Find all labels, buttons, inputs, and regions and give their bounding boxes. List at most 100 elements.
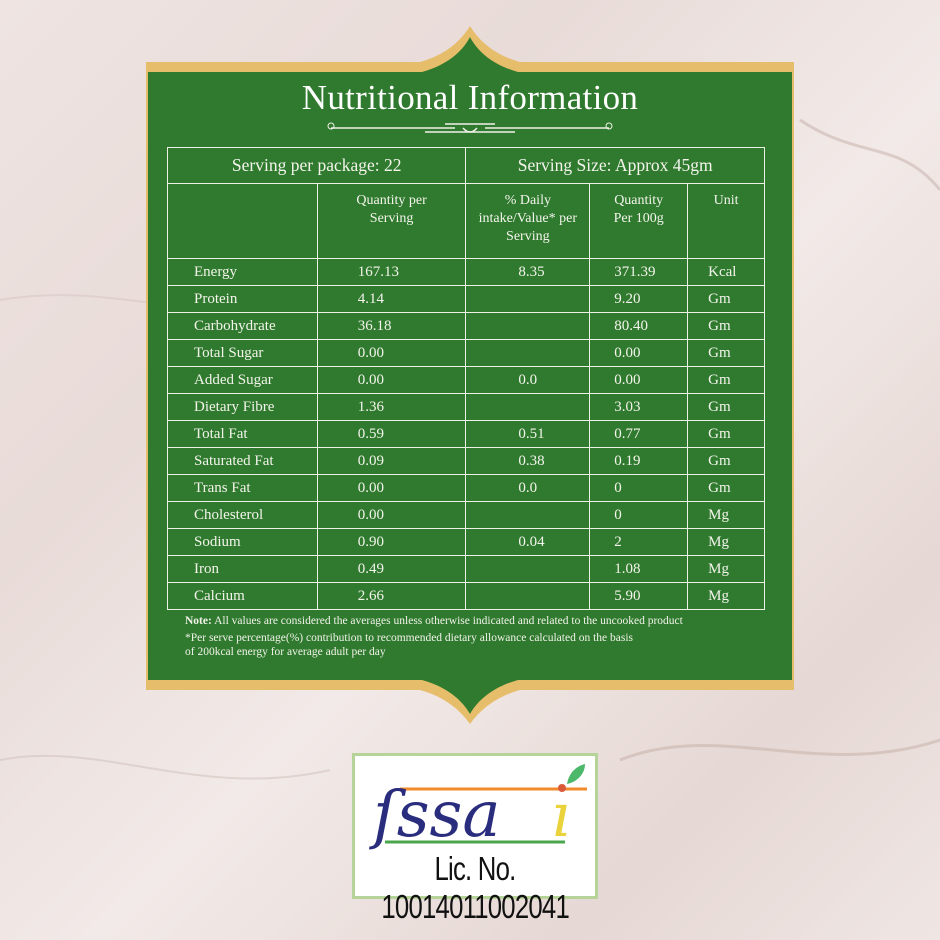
nutrient-name: Protein	[167, 285, 318, 313]
qty-per-100g: 80.40	[589, 312, 689, 340]
unit: Mg	[687, 582, 765, 610]
daily-value	[465, 393, 591, 421]
nutrient-name: Added Sugar	[167, 366, 318, 394]
daily-value	[465, 555, 591, 583]
qty-per-serving: 0.90	[316, 528, 467, 556]
daily-value: 0.0	[465, 366, 591, 394]
qty-per-serving: 0.00	[316, 339, 467, 367]
unit: Gm	[687, 420, 765, 448]
nutrient-name: Iron	[167, 555, 318, 583]
unit: Gm	[687, 312, 765, 340]
table-row: Carbohydrate 36.18 80.40 Gm	[167, 312, 765, 340]
qty-per-100g: 2	[589, 528, 689, 556]
table-row: Total Fat 0.59 0.51 0.77 Gm	[167, 420, 765, 448]
daily-value	[465, 501, 591, 529]
table-row: Protein 4.14 9.20 Gm	[167, 285, 765, 313]
nutrient-name: Carbohydrate	[167, 312, 318, 340]
table-row: Iron 0.49 1.08 Mg	[167, 555, 765, 583]
daily-value	[465, 582, 591, 610]
nutrient-name: Dietary Fibre	[167, 393, 318, 421]
daily-value	[465, 312, 591, 340]
qty-per-100g: 9.20	[589, 285, 689, 313]
daily-value	[465, 339, 591, 367]
unit: Gm	[687, 366, 765, 394]
daily-value: 0.38	[465, 447, 591, 475]
header-unit: Unit	[687, 183, 765, 259]
unit: Gm	[687, 339, 765, 367]
qty-per-100g: 0.19	[589, 447, 689, 475]
daily-value: 8.35	[465, 258, 591, 286]
qty-per-serving: 1.36	[316, 393, 467, 421]
qty-per-100g: 3.03	[589, 393, 689, 421]
unit: Gm	[687, 447, 765, 475]
header-qty-100g: Quantity Per 100g	[589, 183, 689, 259]
qty-per-serving: 0.59	[316, 420, 467, 448]
qty-per-100g: 371.39	[589, 258, 689, 286]
footnote-line-1: *Per serve percentage(%) contribution to…	[185, 632, 633, 644]
table-row: Added Sugar 0.00 0.0 0.00 Gm	[167, 366, 765, 394]
header-nutrient	[167, 183, 318, 259]
ornament-divider-icon	[327, 122, 613, 133]
header-daily-value: % Daily intake/Value* per Serving	[465, 183, 591, 259]
column-headers: Quantity per Serving % Daily intake/Valu…	[167, 183, 765, 259]
unit: Gm	[687, 393, 765, 421]
serving-size: Serving Size: Approx 45gm	[465, 147, 765, 184]
serving-row: Serving per package: 22 Serving Size: Ap…	[166, 147, 765, 184]
unit: Mg	[687, 501, 765, 529]
qty-per-serving: 0.00	[316, 366, 467, 394]
nutrient-name: Total Sugar	[167, 339, 318, 367]
qty-per-serving: 4.14	[316, 285, 467, 313]
daily-value: 0.51	[465, 420, 591, 448]
unit: Gm	[687, 285, 765, 313]
table-row: Total Sugar 0.00 0.00 Gm	[167, 339, 765, 367]
qty-per-100g: 0	[589, 474, 689, 502]
svg-text:ı: ı	[551, 781, 570, 851]
license-number: Lic. No. 10014011002041	[381, 850, 569, 925]
qty-per-serving: 0.00	[316, 474, 467, 502]
qty-per-serving: 0.49	[316, 555, 467, 583]
qty-per-100g: 0.00	[589, 339, 689, 367]
unit: Mg	[687, 555, 765, 583]
nutrient-name: Calcium	[167, 582, 318, 610]
qty-per-100g: 1.08	[589, 555, 689, 583]
svg-text:ſssa: ſssa	[369, 778, 501, 851]
qty-per-100g: 0.77	[589, 420, 689, 448]
note-text: All values are considered the averages u…	[211, 615, 683, 627]
qty-per-100g: 5.90	[589, 582, 689, 610]
daily-value: 0.0	[465, 474, 591, 502]
table-row: Saturated Fat 0.09 0.38 0.19 Gm	[167, 447, 765, 475]
nutrient-name: Saturated Fat	[167, 447, 318, 475]
nutrient-name: Sodium	[167, 528, 318, 556]
qty-per-serving: 167.13	[316, 258, 467, 286]
table-row: Energy 167.13 8.35 371.39 Kcal	[167, 258, 765, 286]
daily-value: 0.04	[465, 528, 591, 556]
fssai-logo: ſssa ı Lic. No. 10014011002041	[352, 753, 598, 925]
header-qty-serving: Quantity per Serving	[316, 183, 467, 259]
unit: Gm	[687, 474, 765, 502]
table-row: Trans Fat 0.00 0.0 0 Gm	[167, 474, 765, 502]
table-row: Cholesterol 0.00 0 Mg	[167, 501, 765, 529]
unit: Mg	[687, 528, 765, 556]
qty-per-serving: 0.09	[316, 447, 467, 475]
fssai-logo-mark: ſssa ı	[369, 764, 587, 852]
table-row: Calcium 2.66 5.90 Mg	[167, 582, 765, 610]
unit: Kcal	[687, 258, 765, 286]
nutrient-name: Cholesterol	[167, 501, 318, 529]
nutrient-name: Energy	[167, 258, 318, 286]
table-row: Sodium 0.90 0.04 2 Mg	[167, 528, 765, 556]
daily-value	[465, 285, 591, 313]
note-label: Note:	[185, 615, 212, 627]
footnote-line-2: of 200kcal energy for average adult per …	[185, 646, 386, 658]
page-title: Nutritional Information	[301, 78, 639, 117]
nutrition-table: Serving per package: 22 Serving Size: Ap…	[166, 147, 765, 610]
table-row: Dietary Fibre 1.36 3.03 Gm	[167, 393, 765, 421]
nutrient-name: Total Fat	[167, 420, 318, 448]
qty-per-serving: 2.66	[316, 582, 467, 610]
servings-per-package: Serving per package: 22	[166, 147, 467, 184]
qty-per-serving: 36.18	[316, 312, 467, 340]
nutrient-name: Trans Fat	[167, 474, 318, 502]
qty-per-100g: 0.00	[589, 366, 689, 394]
qty-per-100g: 0	[589, 501, 689, 529]
qty-per-serving: 0.00	[316, 501, 467, 529]
notes: Note: All values are considered the aver…	[185, 614, 683, 662]
